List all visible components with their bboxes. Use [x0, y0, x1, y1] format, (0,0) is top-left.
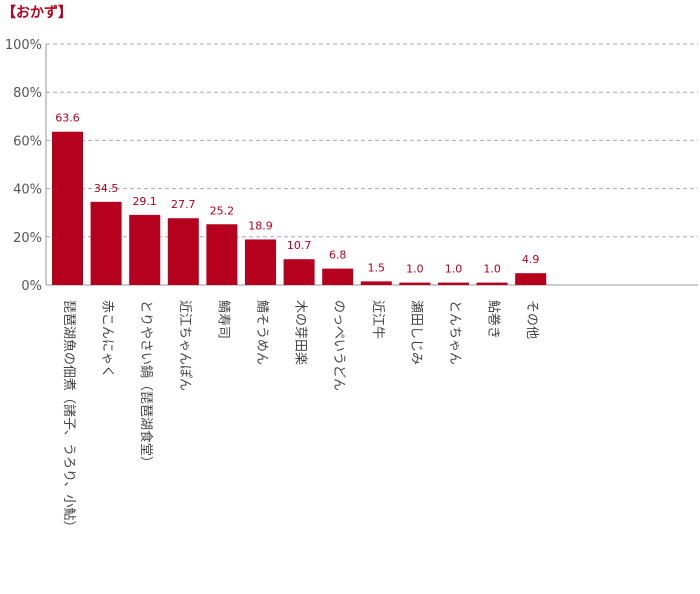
data-label: 6.8 [329, 249, 347, 262]
bar [360, 281, 392, 285]
bar [52, 131, 83, 285]
bar [399, 282, 431, 285]
category-label: 赤こんにゃく [100, 300, 115, 378]
category-label: 鮎巻き [486, 300, 501, 339]
y-tick-label: 80% [13, 86, 42, 101]
data-label: 4.9 [522, 253, 540, 266]
category-label: 木の芽田楽 [293, 300, 309, 365]
data-label: 25.2 [210, 204, 235, 217]
data-label: 34.5 [94, 182, 119, 195]
bars [52, 131, 547, 285]
category-label: 近江ちゃんぽん [177, 300, 192, 391]
data-label: 18.9 [248, 219, 273, 232]
bar [245, 239, 276, 285]
y-tick-label: 40% [13, 183, 42, 198]
bar [167, 218, 199, 285]
category-label: 琵琶湖魚の佃煮（諸子、うろり、小鮎） [61, 300, 77, 533]
data-label: 63.6 [55, 112, 80, 125]
chart-title: 【おかず】 [2, 5, 72, 21]
bar [322, 268, 354, 285]
y-tick-label: 0% [21, 279, 42, 294]
data-label: 1.0 [445, 263, 463, 276]
data-labels: 63.6 34.5 29.1 27.7 25.2 18.9 10.7 6.8 1.5 1.0 1.0… [55, 112, 539, 276]
y-tick-label: 100% [5, 38, 42, 53]
data-label: 10.7 [287, 239, 312, 252]
y-tick-label: 60% [13, 134, 42, 149]
category-labels: 琵琶湖魚の佃煮（諸子、うろり、小鮎） 赤こんにゃく とりやさい鍋（琵琶湖食堂） 近江ち… [61, 300, 539, 533]
y-tick-label: 20% [13, 231, 42, 246]
bar [129, 214, 161, 285]
data-label: 29.1 [132, 195, 157, 208]
bar [283, 259, 315, 285]
category-label: 近江牛 [370, 300, 385, 339]
data-label: 1.0 [406, 263, 424, 276]
bar [515, 273, 547, 285]
category-label: 鯖寿司 [215, 300, 230, 339]
category-label: 鯖そうめん [254, 300, 269, 365]
data-label: 1.5 [368, 261, 386, 274]
data-label: 1.0 [483, 263, 501, 276]
category-label: その他 [524, 300, 539, 339]
category-label: とりやさい鍋（琵琶湖食堂） [138, 300, 154, 469]
category-label: 瀬田しじみ [408, 300, 423, 365]
bar [476, 282, 508, 285]
bar [90, 201, 122, 285]
category-label: のっぺいうどん [331, 300, 346, 391]
data-label: 27.7 [171, 198, 196, 211]
bar [438, 282, 469, 285]
category-label: とんちゃん [447, 300, 462, 365]
bar [206, 224, 238, 285]
y-axis-ticks: 0% 20% 40% 60% 80% 100% [5, 38, 42, 294]
